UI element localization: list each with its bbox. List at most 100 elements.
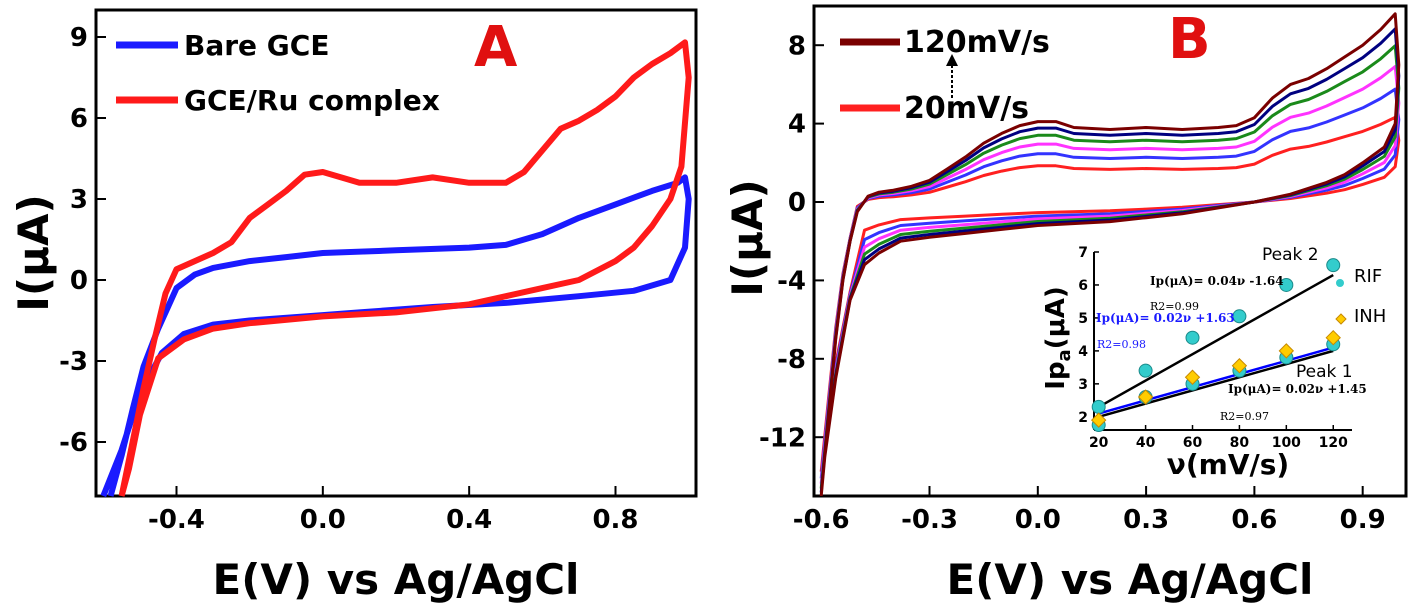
- inset-ytick-label: 4: [1078, 344, 1088, 360]
- inset-xtick-label: 60: [1183, 435, 1203, 451]
- inset-eq-peak1: Ip(μA)= 0.02ν +1.45: [1228, 382, 1367, 396]
- b-ytick-label: 8: [788, 31, 806, 61]
- series-line-b-20: [819, 115, 1401, 472]
- b-ytick-label: -4: [777, 267, 806, 297]
- x-axis-title-a: E(V) vs Ag/AgCl: [213, 555, 580, 604]
- inset-r2-peak1: R2=0.97: [1220, 410, 1269, 423]
- inset-point-inh: [1278, 343, 1295, 359]
- inset-legend-rif: RIF: [1354, 266, 1382, 287]
- panel-label-a: A: [474, 15, 518, 80]
- b-xtick-label: 0.6: [1231, 505, 1277, 535]
- inset-ytick-label: 3: [1078, 377, 1088, 393]
- chart-panel-b: -12 -8 -4 0 4 8 -0.6 -0.3 0.0 0.3 0.6 0.9 120mV/s …: [723, 4, 1408, 604]
- inset-xtick-label: 100: [1272, 435, 1301, 451]
- inset-point-rif: [1279, 277, 1294, 292]
- series-group-a: [100, 39, 692, 498]
- inset-y-title-main: Ip: [1041, 361, 1071, 389]
- b-ytick-label: 0: [788, 188, 806, 218]
- inset-point-rif: [1232, 309, 1247, 324]
- inset-legend-rif-marker: [1336, 279, 1344, 287]
- inset-y-axis: 2 3 4 5 6 7: [1078, 245, 1099, 426]
- inset-point-rif: [1091, 399, 1106, 414]
- b-xtick-label: -0.6: [793, 505, 850, 535]
- a-ytick-label: 6: [70, 104, 88, 134]
- inset-ytick-label: 7: [1078, 245, 1088, 261]
- panel-label-b: B: [1168, 7, 1211, 72]
- legend-a: Bare GCE GCE/Ru complex: [116, 29, 440, 117]
- y-axis-a: -6 -3 0 3 6 9: [59, 23, 106, 458]
- a-xtick-label: 0.4: [446, 505, 492, 535]
- a-xtick-label: 0.0: [300, 505, 346, 535]
- a-xtick-label: -0.4: [148, 505, 205, 535]
- a-ytick-label: 3: [70, 185, 88, 215]
- inset-point-inh: [1184, 369, 1201, 385]
- inset-legend-inh: INH: [1354, 306, 1386, 327]
- inset-points: [1090, 258, 1341, 433]
- x-axis-title-b: E(V) vs Ag/AgCl: [947, 555, 1314, 604]
- inset-x-axis: 20 40 60 80 100 120: [1089, 425, 1348, 451]
- legend-label-ru: GCE/Ru complex: [184, 84, 440, 117]
- inset-eq-peak2: Ip(μA)= 0.04ν -1.64: [1150, 274, 1284, 288]
- plot-frame-b: [812, 4, 1408, 498]
- inset-point-inh: [1325, 329, 1341, 346]
- inset-xtick-label: 80: [1230, 435, 1250, 451]
- b-xtick-label: 0.0: [1015, 505, 1061, 535]
- series-line-b-40: [819, 87, 1401, 479]
- b-ytick-label: -12: [759, 423, 806, 453]
- inset-point-rif: [1326, 258, 1341, 273]
- a-xtick-label: 0.8: [592, 505, 638, 535]
- b-xtick-label: 0.9: [1340, 505, 1386, 535]
- series-group-b: [819, 12, 1401, 497]
- inset-y-title-sub: a: [1054, 349, 1075, 361]
- inset-fit-lines: [1098, 273, 1334, 419]
- inset-point-inh: [1231, 358, 1248, 374]
- inset-point-rif: [1185, 330, 1200, 345]
- inset-xtick-label: 120: [1319, 435, 1348, 451]
- b-xtick-label: 0.3: [1123, 505, 1169, 535]
- inset-y-title: Ipa(μA): [1041, 286, 1075, 389]
- legend-b: 120mV/s 20mV/s: [840, 25, 1050, 126]
- series-line-b-60: [819, 65, 1401, 484]
- a-ytick-label: 0: [70, 266, 88, 296]
- inset-point-inh: [1137, 389, 1154, 405]
- inset-chart: 2 3 4 5 6 7 20 40 60 80 100 120 Ipa(μA) ν(mV/s) Pe…: [1041, 245, 1386, 481]
- legend-label-20: 20mV/s: [904, 91, 1029, 126]
- chart-panel-a: -6 -3 0 3 6 9 -0.4 0.0 0.4 0.8 Bare GCE GCE/Ru c…: [9, 8, 698, 604]
- b-ytick-label: 4: [788, 110, 806, 140]
- legend-label-bare: Bare GCE: [184, 29, 329, 62]
- inset-peak2-label: Peak 2: [1262, 245, 1319, 265]
- inset-ytick-label: 5: [1078, 311, 1088, 327]
- plot-frame-a: [94, 8, 698, 498]
- a-ytick-label: -3: [59, 347, 88, 377]
- inset-x-title: ν(mV/s): [1167, 448, 1289, 481]
- x-axis-a: -0.4 0.0 0.4 0.8: [148, 486, 639, 535]
- inset-peak1-label: Peak 1: [1296, 362, 1353, 382]
- inset-r2-blue: R2=0.98: [1097, 338, 1146, 351]
- y-axis-b: -12 -8 -4 0 4 8: [759, 31, 824, 453]
- inset-fit-line-3: [1098, 349, 1334, 419]
- inset-legend-inh-marker: [1335, 313, 1347, 325]
- legend-label-120: 120mV/s: [904, 25, 1050, 60]
- inset-fit-line-1: [1098, 273, 1334, 409]
- inset-y-title-unit: (μA): [1041, 286, 1071, 349]
- inset-point-inh: [1090, 412, 1107, 428]
- inset-ytick-label: 2: [1078, 410, 1088, 426]
- b-ytick-label: -8: [777, 345, 806, 375]
- a-ytick-label: -6: [59, 428, 88, 458]
- inset-xtick-label: 20: [1089, 435, 1109, 451]
- series-line-b-120: [819, 12, 1401, 497]
- inset-r2-peak2: R2=0.99: [1150, 300, 1199, 313]
- inset-fit-line-2: [1098, 346, 1334, 415]
- inset-eq-blue: Ip(μA)= 0.02ν +1.63: [1096, 311, 1235, 325]
- x-axis-b: -0.6 -0.3 0.0 0.3 0.6 0.9: [793, 486, 1386, 535]
- y-axis-title-a: I(μA): [9, 194, 58, 311]
- a-ytick-label: 9: [70, 23, 88, 53]
- inset-xtick-label: 40: [1136, 435, 1156, 451]
- series-line-a-2: [118, 39, 692, 497]
- b-xtick-label: -0.3: [901, 505, 958, 535]
- y-axis-title-b: I(μA): [723, 179, 772, 296]
- inset-ytick-label: 6: [1078, 278, 1088, 294]
- inset-point-rif: [1138, 363, 1153, 378]
- legend-arrow-head: [946, 54, 958, 66]
